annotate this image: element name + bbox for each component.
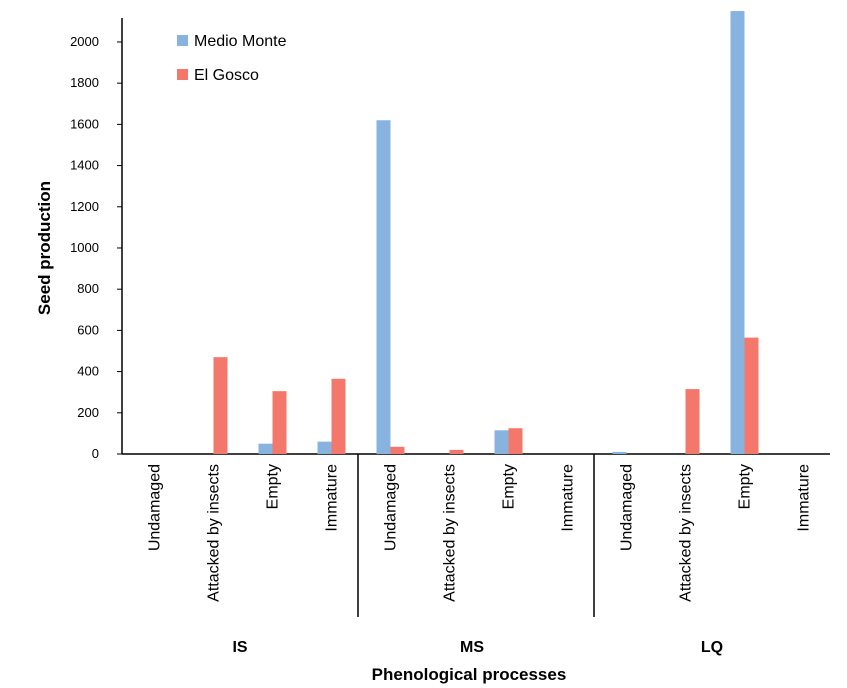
bar xyxy=(449,449,464,454)
bars xyxy=(213,11,759,455)
bar xyxy=(612,451,627,454)
bar xyxy=(272,391,287,454)
bar xyxy=(730,11,745,455)
category-label: Empty xyxy=(737,464,754,509)
group-label: LQ xyxy=(701,639,723,656)
legend-swatch xyxy=(177,35,188,46)
legend-label: El Gosco xyxy=(194,67,259,84)
category-label: Immature xyxy=(324,464,341,532)
legend-label: Medio Monte xyxy=(194,33,287,50)
category-label: Attacked by insects xyxy=(678,464,695,602)
category-label: Immature xyxy=(796,464,813,532)
y-tick-label: 800 xyxy=(77,281,99,296)
legend-swatch xyxy=(177,69,188,80)
category-label: Immature xyxy=(560,464,577,532)
category-label: Empty xyxy=(265,464,282,509)
y-axis-title: Seed production xyxy=(35,181,54,315)
y-tick-label: 2000 xyxy=(70,34,99,49)
category-label: Undamaged xyxy=(619,464,636,551)
bar xyxy=(258,443,273,454)
bar xyxy=(213,357,228,454)
category-labels: Undamaged Attacked by insects Empty Immatur… xyxy=(147,464,813,602)
group-labels: IS MS LQ xyxy=(232,639,723,656)
category-label: Undamaged xyxy=(147,464,164,551)
axes xyxy=(121,18,830,617)
y-tick-label: 1400 xyxy=(70,158,99,173)
category-label: Attacked by insects xyxy=(206,464,223,602)
y-tick-label: 1000 xyxy=(70,240,99,255)
y-tick-label: 600 xyxy=(77,322,99,337)
y-tick-label: 1200 xyxy=(70,199,99,214)
y-tick-label: 1800 xyxy=(70,75,99,90)
category-label: Undamaged xyxy=(383,464,400,551)
bar xyxy=(317,441,332,454)
bar xyxy=(331,378,346,454)
y-tick-label: 1600 xyxy=(70,116,99,131)
bar xyxy=(685,389,700,454)
bar xyxy=(494,430,509,454)
bar xyxy=(376,120,391,454)
y-tick-labels: 0 200 400 600 800 1000 1200 1400 1600 1800 2000 xyxy=(70,34,122,461)
y-tick-label: 200 xyxy=(77,405,99,420)
bar xyxy=(744,337,759,454)
group-label: MS xyxy=(460,639,484,656)
bar xyxy=(508,428,523,454)
legend: Medio Monte El Gosco xyxy=(177,33,287,84)
y-tick-label: 400 xyxy=(77,364,99,379)
group-label: IS xyxy=(232,639,247,656)
bar xyxy=(390,446,405,454)
x-axis-title: Phenological processes xyxy=(372,665,567,684)
y-tick-label: 0 xyxy=(92,446,99,461)
category-label: Empty xyxy=(501,464,518,509)
category-label: Attacked by insects xyxy=(442,464,459,602)
